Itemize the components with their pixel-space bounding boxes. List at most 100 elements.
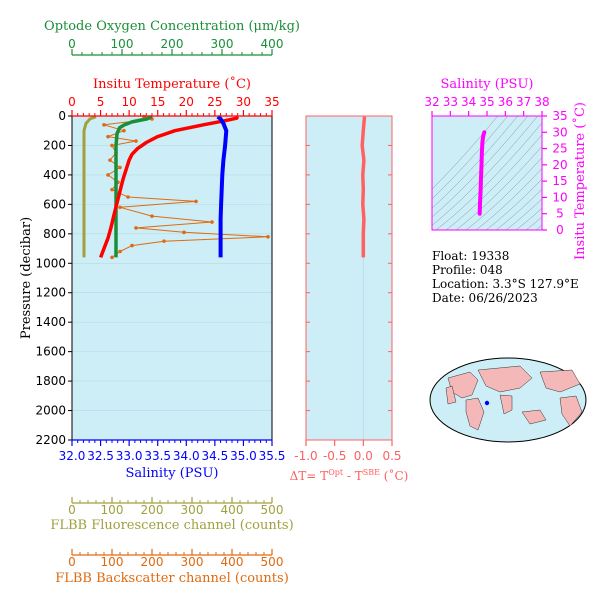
temperature-tick-label: 5: [97, 95, 105, 109]
salinity-tick-label: 34.5: [201, 449, 228, 463]
salinity-tick-label: 32.0: [59, 449, 86, 463]
backscatter-series-point: [118, 165, 122, 170]
ts-contour: [532, 86, 609, 240]
backscatter-series-point: [118, 205, 122, 210]
oxygen-axis-title: Optode Oxygen Concentration (μm/kg): [44, 19, 300, 34]
fluorescence-tick-label: 100: [101, 503, 124, 517]
salinity-tick-label: 33.5: [144, 449, 171, 463]
ts-contour: [515, 207, 542, 230]
backscatter-tick-label: 500: [261, 555, 284, 569]
backscatter-series-point: [110, 255, 114, 260]
backscatter-series-point: [266, 234, 270, 239]
pressure-tick-label: 600: [43, 197, 66, 211]
ts-contour: [505, 198, 542, 230]
backscatter-series-point: [108, 158, 112, 162]
ts-series-line: [477, 130, 487, 216]
fluorescence-tick-label: 400: [221, 503, 244, 517]
deltat-axis-label: ΔT= TOpt - TSBE (˚C): [290, 468, 409, 483]
backscatter-tick-label: 400: [221, 555, 244, 569]
ts-contour: [475, 167, 542, 230]
ts-plot-background: [432, 116, 542, 230]
deltat-axis-label-part: (˚C): [380, 468, 408, 483]
pressure-tick-label: 1200: [35, 286, 66, 300]
backscatter-series-point: [106, 134, 110, 139]
ts-y-tick-label: 25: [552, 142, 567, 156]
temperature-axis-title: Insitu Temperature (˚C): [93, 76, 251, 92]
pressure-axis-label: Pressure (decibar): [19, 217, 34, 339]
deltat-axis-label-part: Opt: [328, 468, 344, 477]
pressure-tick-label: 1000: [35, 256, 66, 270]
oxygen-tick-label: 100: [111, 37, 134, 51]
temperature-tick-label: 0: [68, 95, 76, 109]
pressure-tick-label: 800: [43, 227, 66, 241]
deltat-series-group: [360, 116, 367, 258]
backscatter-axis-title: FLBB Backscatter channel (counts): [55, 571, 289, 586]
temperature-tick-label: 30: [236, 95, 251, 109]
salinity-axis-title: Salinity (PSU): [126, 466, 219, 481]
ts-contour: [432, 116, 519, 209]
temperature-tick-label: 15: [150, 95, 165, 109]
temperature-series-line: [98, 115, 240, 259]
temperature-tick-label: 20: [179, 95, 194, 109]
pressure-tick-label: 400: [43, 168, 66, 182]
oxygen-tick-label: 0: [68, 37, 76, 51]
ts-y-tick-label: 35: [552, 109, 567, 123]
ts-x-tick-label: 34: [461, 95, 476, 109]
oxygen-tick-label: 400: [261, 37, 284, 51]
backscatter-series-point: [106, 173, 110, 177]
ts-contour: [485, 178, 542, 230]
fluorescence-tick-label: 0: [68, 503, 76, 517]
fluorescence-axis-title: FLBB Fluorescence channel (counts): [50, 518, 293, 533]
oxygen-tick-label: 300: [211, 37, 234, 51]
backscatter-series-point: [162, 239, 166, 243]
ts-contour: [432, 116, 509, 200]
main-series-group: [82, 114, 270, 260]
backscatter-series-point: [134, 139, 138, 143]
backscatter-tick-label: 300: [181, 555, 204, 569]
world-map-inset: [429, 357, 587, 443]
ts-y-tick-label: 0: [556, 223, 564, 237]
backscatter-tick-label: 100: [101, 555, 124, 569]
pressure-tick-label: 1600: [35, 345, 66, 359]
backscatter-series-point: [182, 230, 186, 235]
ts-y-tick-label: 20: [552, 158, 567, 172]
backscatter-series-point: [126, 195, 130, 199]
pressure-tick-label: 1400: [35, 315, 66, 329]
fluorescence-series-line: [82, 115, 97, 258]
ts-contour: [435, 122, 542, 230]
fluorescence-tick-label: 200: [141, 503, 164, 517]
backscatter-series-point: [110, 187, 114, 192]
backscatter-series-point: [210, 220, 214, 224]
backscatter-series-point: [194, 199, 198, 204]
info-location: Location: 3.3°S 127.9°E: [432, 277, 579, 291]
backscatter-series-point: [110, 143, 114, 148]
deltat-plot-frame: [305, 115, 393, 441]
ts-contour: [535, 224, 542, 230]
ts-contour: [465, 157, 542, 230]
salinity-series-line: [216, 115, 229, 258]
deltat-axis-label-part: - T: [343, 469, 363, 483]
backscatter-series-point: [130, 243, 134, 248]
pressure-tick-label: 2000: [35, 404, 66, 418]
float-location-marker: [484, 400, 490, 406]
deltat-x-tick-label: -1.0: [294, 449, 317, 463]
ts-contour: [455, 145, 542, 230]
salinity-tick-label: 33.0: [116, 449, 143, 463]
salinity-tick-label: 34.0: [173, 449, 200, 463]
oxygen-series-line: [114, 115, 153, 258]
main-axes: 0200400600800100012001400160018002000220…: [19, 19, 300, 586]
deltat-x-tick-label: 0.0: [354, 449, 373, 463]
salinity-tick-label: 35.0: [230, 449, 257, 463]
ts-x-tick-label: 35: [479, 95, 494, 109]
backscatter-tick-label: 0: [68, 555, 76, 569]
fluorescence-tick-label: 500: [261, 503, 284, 517]
salinity-tick-label: 32.5: [87, 449, 114, 463]
ts-contour: [432, 116, 529, 218]
backscatter-series-point: [150, 214, 154, 218]
pressure-tick-label: 200: [43, 138, 66, 152]
ts-y-tick-label: 10: [552, 190, 567, 204]
ts-x-tick-label: 37: [516, 95, 531, 109]
pressure-tick-label: 0: [58, 109, 66, 123]
ts-x-tick-label: 33: [443, 95, 458, 109]
